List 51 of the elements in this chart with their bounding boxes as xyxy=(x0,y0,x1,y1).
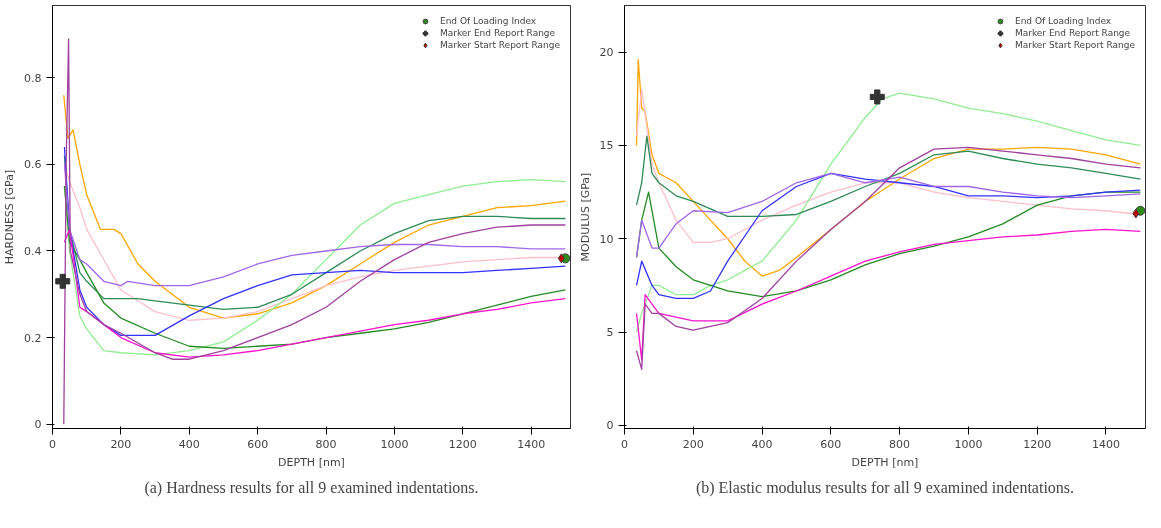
x-tick-label: 1400 xyxy=(517,437,546,451)
line-series xyxy=(635,58,1141,277)
y-axis-title: HARDNESS [GPa] xyxy=(3,169,17,265)
line-series xyxy=(63,146,567,337)
text: (a) Hardness results for all 9 examined indentations. xyxy=(144,478,479,497)
x-axis-title: DEPTH [nm] xyxy=(851,455,919,469)
x-tick-label: 0 xyxy=(49,437,56,451)
legend-label: End Of Loading Index xyxy=(1014,15,1112,27)
x-tick-label: 800 xyxy=(889,437,911,451)
legend-label: End Of Loading Index xyxy=(439,15,537,27)
line-series xyxy=(635,146,1141,370)
legend-label: Marker End Report Range xyxy=(1014,27,1131,39)
y-tick-label: 0.4 xyxy=(24,244,42,258)
x-tick-label: 1200 xyxy=(448,437,477,451)
x-tick-label: 200 xyxy=(110,437,132,451)
line-series xyxy=(635,135,1141,217)
x-tick-label: 600 xyxy=(820,437,842,451)
x-tick-label: 1200 xyxy=(1023,437,1052,451)
legend-label: Marker End Report Range xyxy=(439,27,556,39)
y-tick-label: 0 xyxy=(34,418,42,432)
line-series xyxy=(63,228,567,358)
y-tick-label: 0.2 xyxy=(24,331,42,345)
legend-label: Marker Start Report Range xyxy=(1014,39,1135,51)
y-tick-label: 0.6 xyxy=(24,158,42,172)
point xyxy=(1132,208,1140,219)
y-tick-label: 20 xyxy=(599,46,614,60)
line-series xyxy=(635,172,1141,259)
y-tick-label: 5 xyxy=(606,326,614,340)
x-tick-label: 1000 xyxy=(380,437,409,451)
line-series xyxy=(635,172,1141,300)
x-tick-label: 200 xyxy=(682,437,704,451)
y-axis-title: MODULUS [GPa] xyxy=(578,172,592,262)
y-tick-label: 0.8 xyxy=(24,71,42,85)
line-series xyxy=(635,228,1141,361)
x-tick-label: 0 xyxy=(621,437,628,451)
x-tick-label: 600 xyxy=(247,437,269,451)
x-tick-label: 400 xyxy=(178,437,200,451)
text: (b) Elastic modulus results for all 9 examined indentations. xyxy=(695,478,1075,497)
point xyxy=(869,89,885,105)
y-tick-label: 0 xyxy=(606,419,614,433)
line-series xyxy=(63,38,567,425)
y-tick-label: 10 xyxy=(599,232,614,246)
legend-label: Marker Start Report Range xyxy=(439,39,560,51)
x-tick-label: 1400 xyxy=(1091,437,1120,451)
x-axis-title: DEPTH [nm] xyxy=(278,455,345,469)
x-tick-label: 400 xyxy=(751,437,773,451)
y-tick-label: 15 xyxy=(599,139,614,153)
x-tick-label: 800 xyxy=(315,437,337,451)
x-tick-label: 1000 xyxy=(954,437,983,451)
line-series xyxy=(63,94,567,319)
line-series xyxy=(63,163,567,287)
